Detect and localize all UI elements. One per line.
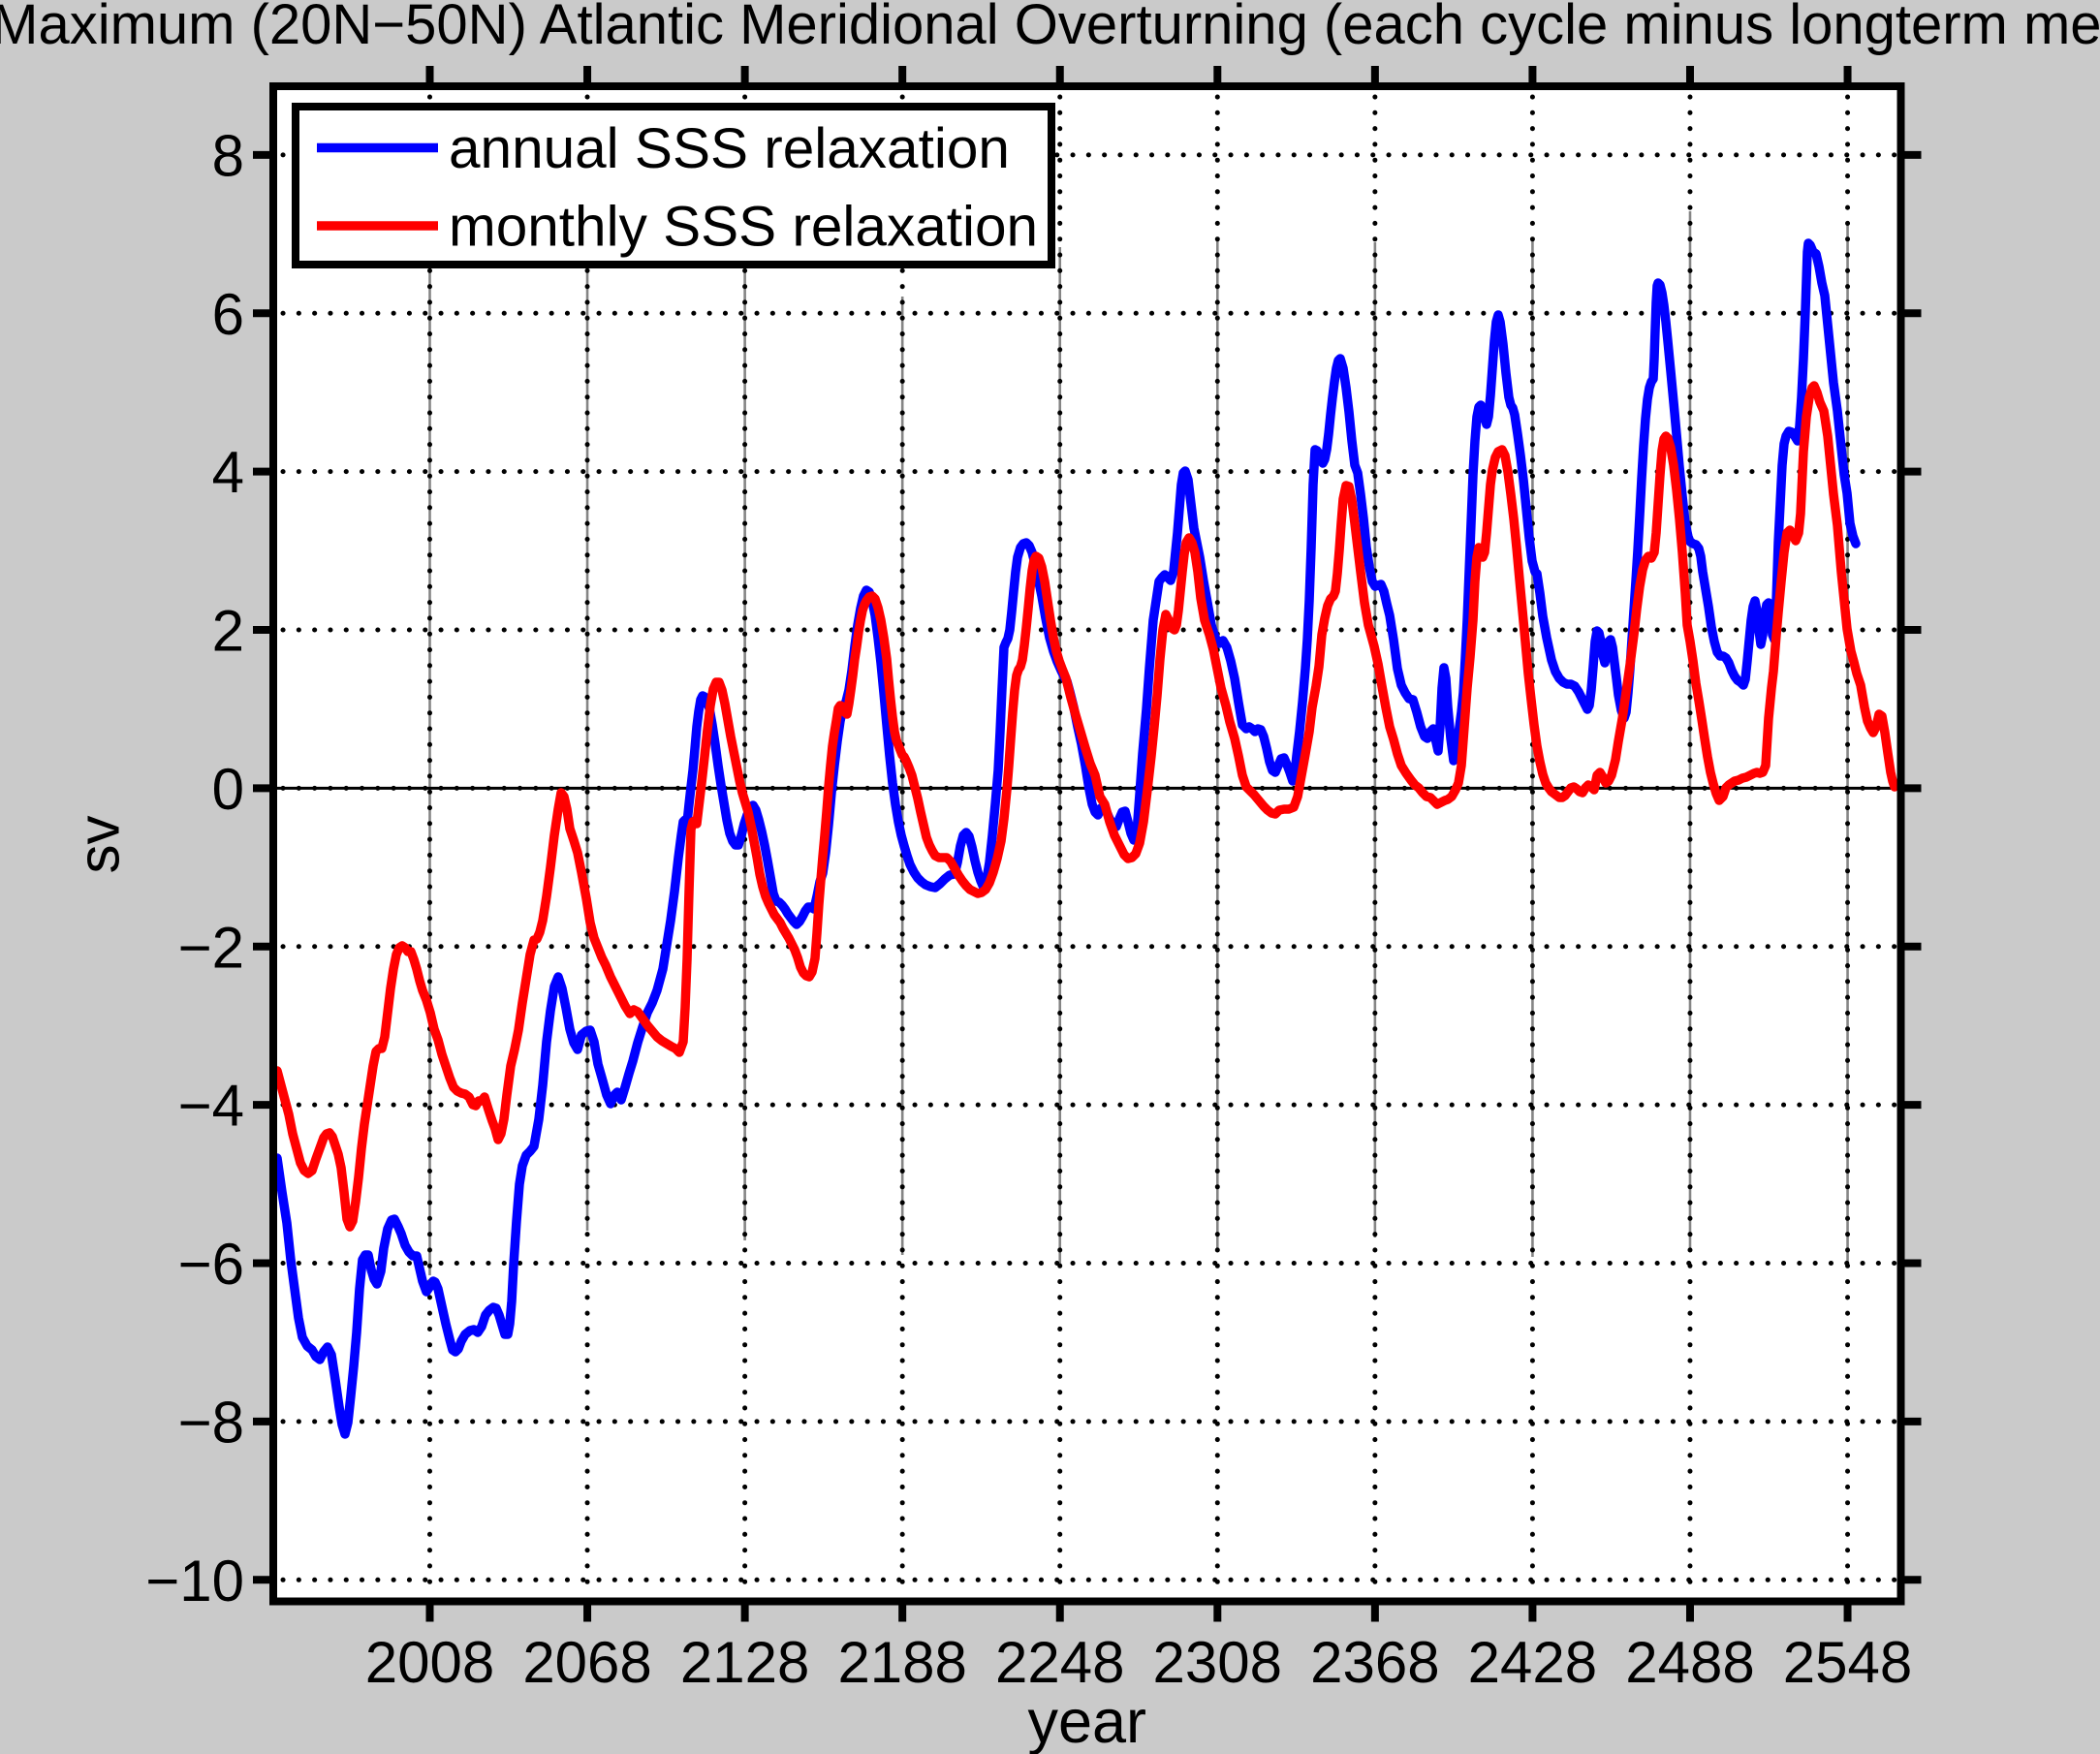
svg-text:2548: 2548: [1783, 1630, 1912, 1695]
svg-text:year: year: [1027, 1688, 1146, 1754]
svg-text:−6: −6: [178, 1232, 244, 1297]
svg-text:0: 0: [212, 757, 244, 822]
svg-text:2068: 2068: [522, 1630, 651, 1695]
svg-text:−8: −8: [178, 1390, 244, 1455]
svg-text:6: 6: [212, 282, 244, 347]
svg-text:8: 8: [212, 123, 244, 188]
svg-text:monthly SSS relaxation: monthly SSS relaxation: [449, 196, 1038, 259]
svg-text:2128: 2128: [680, 1630, 809, 1695]
svg-text:−2: −2: [178, 915, 244, 980]
svg-text:Maximum (20N−50N) Atlantic Mer: Maximum (20N−50N) Atlantic Meridional Ov…: [0, 0, 2100, 56]
svg-text:2488: 2488: [1625, 1630, 1754, 1695]
svg-text:2008: 2008: [365, 1630, 494, 1695]
svg-text:2368: 2368: [1310, 1630, 1439, 1695]
svg-text:−4: −4: [178, 1074, 244, 1139]
svg-text:−10: −10: [145, 1549, 244, 1613]
svg-text:annual SSS relaxation: annual SSS relaxation: [449, 117, 1010, 180]
svg-text:sv: sv: [67, 816, 132, 874]
svg-text:2: 2: [212, 599, 244, 664]
svg-text:2248: 2248: [995, 1630, 1124, 1695]
svg-text:2308: 2308: [1153, 1630, 1282, 1695]
svg-text:2188: 2188: [837, 1630, 966, 1695]
svg-text:4: 4: [212, 440, 244, 505]
svg-text:2428: 2428: [1468, 1630, 1597, 1695]
